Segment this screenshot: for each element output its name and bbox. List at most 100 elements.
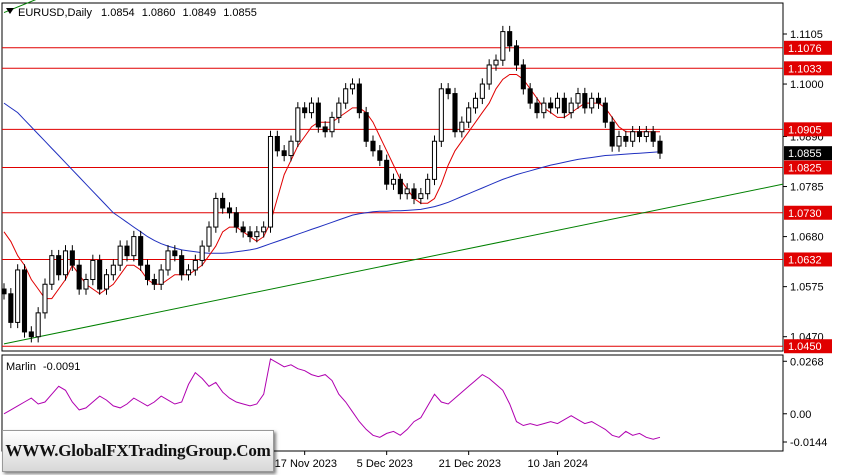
candle[interactable]: [308, 97, 315, 119]
candle[interactable]: [274, 130, 280, 157]
candle[interactable]: [315, 97, 321, 133]
candle[interactable]: [103, 269, 110, 295]
candle[interactable]: [261, 221, 267, 238]
candle[interactable]: [56, 249, 62, 281]
candle[interactable]: [15, 264, 21, 329]
trendline[interactable]: [3, 183, 784, 345]
candle[interactable]: [534, 97, 540, 119]
candle[interactable]: [513, 40, 520, 71]
candle[interactable]: [281, 145, 287, 162]
candle[interactable]: [630, 125, 636, 147]
candle[interactable]: [49, 249, 55, 290]
candle[interactable]: [548, 97, 554, 114]
candle[interactable]: [185, 264, 192, 281]
candle[interactable]: [69, 245, 75, 271]
candle[interactable]: [575, 87, 581, 109]
candle[interactable]: [657, 135, 663, 159]
candle[interactable]: [295, 102, 301, 147]
candle[interactable]: [541, 97, 547, 119]
candle[interactable]: [172, 245, 178, 262]
candle[interactable]: [404, 183, 410, 200]
candle[interactable]: [527, 83, 533, 109]
candle[interactable]: [554, 92, 561, 114]
candle[interactable]: [452, 87, 458, 138]
candle[interactable]: [445, 83, 451, 100]
candle[interactable]: [343, 83, 349, 109]
candle[interactable]: [213, 192, 219, 233]
candle[interactable]: [76, 259, 82, 295]
candle[interactable]: [568, 97, 574, 119]
candle[interactable]: [650, 125, 656, 147]
candle[interactable]: [158, 264, 164, 290]
candle[interactable]: [602, 97, 608, 128]
candle[interactable]: [1, 283, 7, 300]
candle[interactable]: [363, 106, 369, 147]
candle[interactable]: [42, 278, 48, 319]
candle[interactable]: [233, 207, 239, 233]
candle[interactable]: [589, 92, 595, 114]
candle[interactable]: [206, 221, 212, 252]
candle[interactable]: [131, 230, 137, 262]
candle[interactable]: [418, 187, 424, 205]
candle[interactable]: [561, 92, 567, 119]
candle[interactable]: [636, 125, 643, 143]
candle[interactable]: [254, 226, 260, 243]
candle[interactable]: [459, 116, 465, 138]
candle[interactable]: [247, 226, 253, 243]
candle[interactable]: [377, 145, 383, 167]
candle[interactable]: [226, 202, 233, 219]
candle[interactable]: [28, 326, 34, 343]
candle[interactable]: [500, 25, 506, 66]
candle[interactable]: [466, 102, 472, 128]
candle[interactable]: [370, 135, 376, 157]
candle[interactable]: [302, 102, 308, 119]
candle[interactable]: [431, 135, 438, 186]
candle[interactable]: [62, 245, 69, 281]
candle[interactable]: [472, 92, 479, 114]
candle[interactable]: [21, 264, 28, 338]
candle[interactable]: [349, 78, 356, 95]
candle[interactable]: [35, 307, 41, 343]
candle[interactable]: [329, 111, 335, 138]
candle[interactable]: [117, 240, 123, 271]
candle[interactable]: [83, 273, 89, 295]
candle[interactable]: [623, 130, 629, 147]
candle[interactable]: [384, 154, 390, 190]
candle[interactable]: [390, 173, 397, 190]
candle[interactable]: [97, 254, 103, 295]
candle[interactable]: [322, 121, 328, 138]
candle[interactable]: [507, 25, 513, 52]
candle[interactable]: [486, 59, 492, 90]
candle[interactable]: [595, 92, 602, 109]
candle[interactable]: [288, 135, 294, 162]
candle[interactable]: [493, 54, 499, 71]
candle[interactable]: [192, 254, 198, 276]
candle[interactable]: [199, 240, 205, 267]
candle[interactable]: [8, 288, 14, 329]
candle[interactable]: [220, 192, 226, 214]
candle[interactable]: [267, 130, 274, 233]
candle[interactable]: [165, 245, 171, 276]
candle[interactable]: [356, 78, 362, 119]
candle[interactable]: [90, 254, 96, 286]
candle[interactable]: [582, 87, 588, 114]
candle[interactable]: [138, 230, 144, 271]
candle[interactable]: [240, 221, 246, 238]
candle[interactable]: [438, 83, 444, 147]
candle[interactable]: [179, 249, 185, 281]
candle[interactable]: [411, 183, 417, 205]
candle[interactable]: [144, 259, 151, 286]
candle[interactable]: [643, 125, 649, 143]
candle[interactable]: [110, 259, 116, 281]
candle[interactable]: [397, 173, 403, 200]
candle[interactable]: [520, 59, 526, 95]
collapse-triangle-icon[interactable]: [6, 8, 14, 14]
candle[interactable]: [479, 78, 485, 105]
candle[interactable]: [151, 273, 157, 290]
candle[interactable]: [124, 240, 130, 262]
candle[interactable]: [609, 116, 615, 152]
candle[interactable]: [336, 97, 342, 124]
candle[interactable]: [616, 130, 622, 152]
candle[interactable]: [425, 173, 431, 200]
